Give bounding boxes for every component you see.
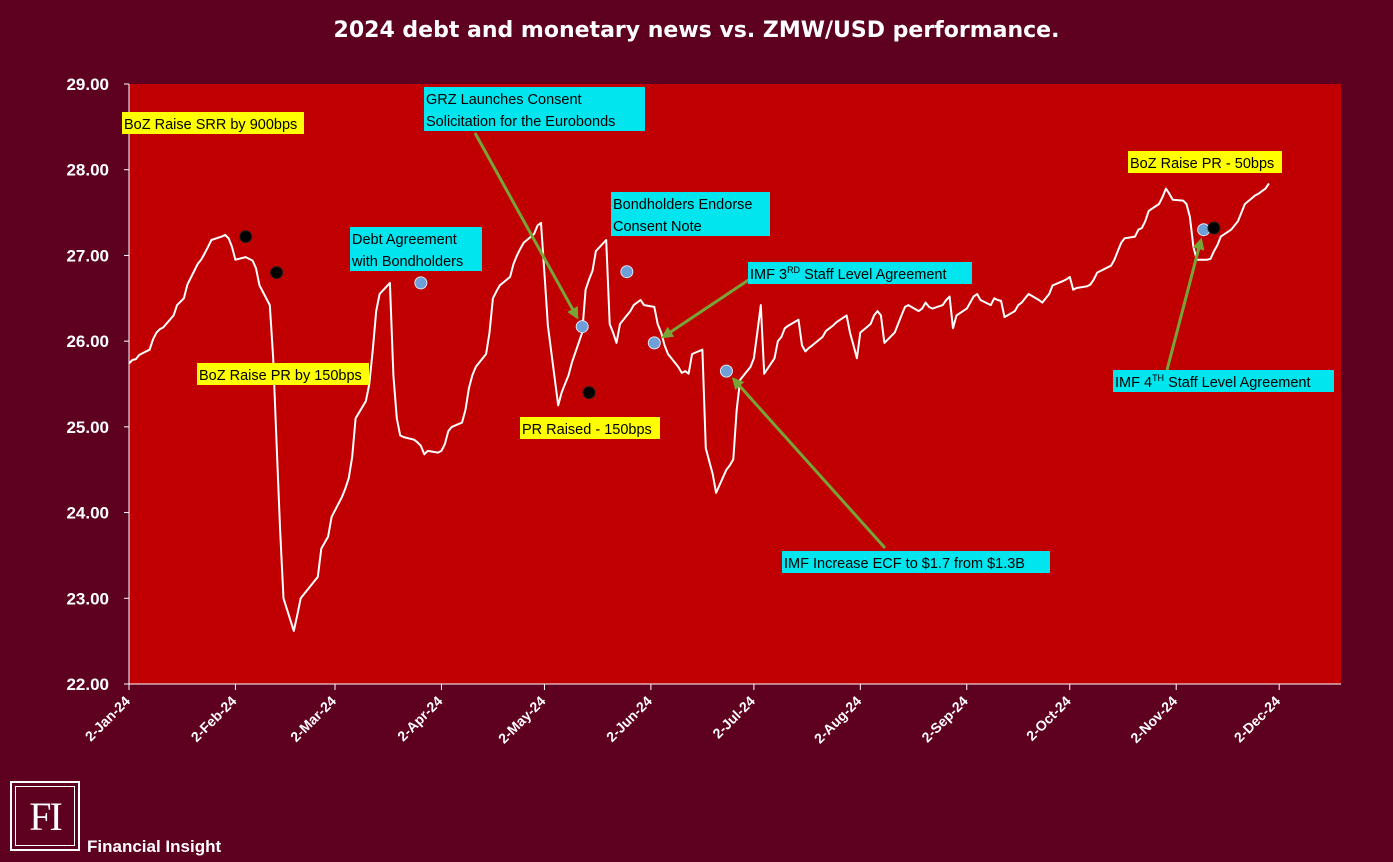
arrow-consent-solicitation-shaft	[473, 132, 576, 314]
label-imf-4th-text-part: IMF 4	[1115, 375, 1152, 391]
arrow-imf-3rd-sla-shaft	[666, 277, 751, 336]
x-tick-label: 2-Jan-24	[82, 693, 134, 745]
label-imf-3rd: IMF 3RD Staff Level Agreement	[748, 262, 972, 284]
x-tick-label: 2-Nov-24	[1127, 693, 1180, 746]
y-tick-label: 22.00	[66, 675, 109, 694]
x-tick-label: 2-May-24	[495, 693, 549, 747]
label-imf-4th-bg	[1113, 370, 1334, 392]
label-boz-pr-150: BoZ Raise PR by 150bps	[197, 363, 369, 385]
debt-event-marker	[414, 276, 428, 290]
label-imf-ecf-bg	[782, 551, 1050, 573]
x-tick-label: 2-Dec-24	[1231, 693, 1284, 746]
label-grz-consent-text: GRZ Launches Consent	[426, 92, 582, 108]
label-bondholders: Bondholders Endorse Consent Note	[611, 192, 770, 236]
y-tick-label: 28.00	[66, 161, 109, 180]
x-tick-label: 2-Oct-24	[1023, 693, 1074, 744]
x-tick-label: 2-Mar-24	[287, 693, 339, 745]
brand-name: Financial Insight	[87, 837, 222, 856]
label-boz-pr-50-text: BoZ Raise PR - 50bps	[1130, 156, 1274, 172]
label-grz-consent-bg	[424, 109, 645, 131]
label-grz-consent: GRZ Launches Consent Solicitation for the…	[424, 87, 645, 131]
x-tick-label: 2-Apr-24	[394, 693, 446, 745]
label-pr-raised: PR Raised - 150bps	[520, 417, 660, 439]
series-line-group	[128, 182, 1270, 632]
debt-event-marker	[575, 320, 589, 334]
x-tick-label: 2-Aug-24	[811, 693, 865, 747]
x-tick-label: 2-Jul-24	[709, 693, 758, 742]
marker-group	[239, 221, 1221, 400]
y-tick-label: 26.00	[66, 332, 109, 351]
label-imf-4th: IMF 4TH Staff Level Agreement	[1113, 370, 1334, 392]
label-bondholders-bg	[611, 192, 770, 214]
arrow-consent-solicitation-head	[567, 306, 579, 320]
y-tick-label: 29.00	[66, 75, 109, 94]
label-imf-3rd-text-part: IMF 3	[750, 267, 787, 283]
label-debt-agreement-text: Debt Agreement	[352, 232, 457, 248]
arrow-imf-3rd-sla-head	[660, 326, 675, 339]
label-imf-3rd-superscript: RD	[787, 265, 800, 275]
label-boz-pr-50: BoZ Raise PR - 50bps	[1128, 151, 1282, 173]
monetary-event-marker	[582, 386, 596, 400]
label-grz-consent-bg	[424, 87, 645, 109]
arrow-imf-ecf-increase-head	[731, 377, 745, 391]
arrow-imf-4th-sla-shaft	[1165, 244, 1202, 371]
y-tick-label: 27.00	[66, 246, 109, 265]
label-imf-3rd-bg	[748, 262, 972, 284]
label-pr-raised-text: PR Raised - 150bps	[522, 422, 652, 438]
label-imf-3rd-text-part: Staff Level Agreement	[800, 267, 946, 283]
label-grz-consent-text: Solicitation for the Eurobonds	[426, 114, 615, 130]
label-boz-pr-50-bg	[1128, 151, 1282, 173]
label-pr-raised-bg	[520, 417, 660, 439]
label-debt-agreement-bg	[350, 249, 482, 271]
monetary-event-marker	[239, 230, 253, 244]
label-boz-srr-bg	[122, 112, 304, 134]
label-boz-srr: BoZ Raise SRR by 900bps	[122, 112, 304, 134]
monetary-event-marker	[270, 266, 284, 280]
x-tick-label: 2-Feb-24	[188, 693, 240, 745]
y-tick-label: 25.00	[66, 418, 109, 437]
label-imf-4th-text: IMF 4TH Staff Level Agreement	[1115, 373, 1311, 391]
arrow-imf-4th-sla-head	[1192, 237, 1205, 251]
chart-title: 2024 debt and monetary news vs. ZMW/USD …	[333, 18, 1060, 43]
monetary-event-marker	[1207, 221, 1221, 235]
debt-event-marker	[620, 265, 634, 279]
label-bondholders-bg	[611, 214, 770, 236]
annotation-group: BoZ Raise SRR by 900bps BoZ Raise PR by 1…	[122, 87, 1334, 573]
label-boz-pr-150-bg	[197, 363, 369, 385]
y-tick-label: 24.00	[66, 504, 109, 523]
x-tick-label: 2-Sep-24	[918, 693, 971, 746]
label-boz-srr-text: BoZ Raise SRR by 900bps	[124, 117, 297, 133]
y-tick-label: 23.00	[66, 589, 109, 608]
label-imf-4th-text-part: Staff Level Agreement	[1164, 375, 1310, 391]
label-imf-4th-superscript: TH	[1152, 373, 1164, 383]
arrow-group	[473, 132, 1205, 550]
label-boz-pr-150-text: BoZ Raise PR by 150bps	[199, 368, 362, 384]
arrow-imf-ecf-increase-shaft	[735, 382, 887, 550]
x-tick-label: 2-Jun-24	[603, 693, 655, 745]
debt-event-marker	[647, 336, 661, 350]
label-imf-3rd-text: IMF 3RD Staff Level Agreement	[750, 265, 947, 283]
label-bondholders-text: Bondholders Endorse	[613, 197, 752, 213]
label-debt-agreement-bg	[350, 227, 482, 249]
label-imf-ecf: IMF Increase ECF to $1.7 from $1.3B	[782, 551, 1050, 573]
financial-insight-logo: FI	[10, 781, 80, 851]
debt-event-marker	[719, 364, 733, 378]
logo-mark: FI	[15, 786, 75, 846]
label-bondholders-text: Consent Note	[613, 219, 702, 235]
label-debt-agreement-text: with Bondholders	[351, 254, 463, 270]
series-line	[128, 182, 1270, 632]
label-debt-agreement: Debt Agreement with Bondholders	[350, 227, 482, 271]
label-imf-ecf-text: IMF Increase ECF to $1.7 from $1.3B	[784, 556, 1025, 572]
